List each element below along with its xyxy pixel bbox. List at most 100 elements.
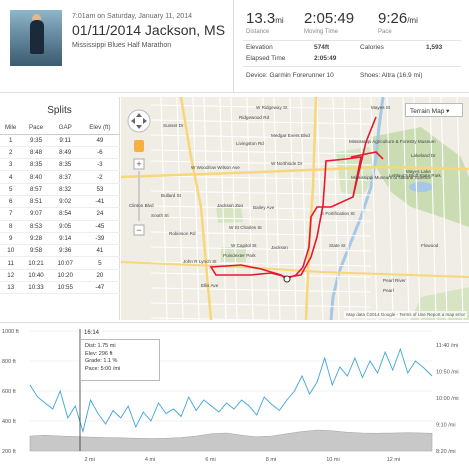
x-tick-label: 4 mi [145, 457, 155, 463]
elevation-value: 574ft [314, 44, 330, 51]
splits-cell-pace: 9:35 [21, 134, 51, 147]
start-marker-icon[interactable] [283, 275, 291, 283]
zoom-out-button[interactable] [133, 224, 145, 236]
street-line [150, 190, 372, 196]
splits-col-mile: Mile [0, 121, 22, 135]
street-line [150, 216, 372, 222]
splits-row[interactable]: 12 10:40 10:20 20 [0, 269, 120, 283]
splits-cell-mile: 3 [0, 158, 22, 172]
street-line [150, 287, 372, 293]
activity-title: 01/11/2014 Jackson, MS [72, 22, 226, 38]
tooltip-time: 16:14 [84, 330, 100, 336]
tooltip-pace: Pace: 5:00 /mi [85, 365, 121, 372]
splits-row[interactable]: 13 10:33 10:55 -47 [0, 281, 120, 295]
map-label: Sunset Dr [163, 123, 184, 128]
right-tick-label: 10:50 /mi [436, 370, 459, 376]
splits-cell-pace: 10:21 [21, 256, 51, 270]
tooltip-elevation: Elev: 296 ft [85, 350, 113, 357]
pegman-icon[interactable] [134, 140, 144, 152]
map-label: Clinton Blvd [129, 203, 154, 208]
splits-cell-elev: -41 [79, 195, 120, 209]
splits-row[interactable]: 7 9:07 8:54 24 [0, 207, 120, 221]
splits-cell-pace: 8:48 [21, 146, 51, 160]
athlete-avatar[interactable] [10, 10, 62, 66]
splits-cell-gap: 9:36 [50, 244, 80, 258]
splits-cell-mile: 2 [0, 146, 22, 160]
park-area [371, 127, 469, 227]
street-line [150, 149, 372, 155]
route-map[interactable]: + − Ridgewood Rd W Ridgeway St Mayes St Mis… [121, 97, 469, 320]
elevation-pace-chart[interactable]: 1000 ft 800 ft 600 ft 400 ft 200 ft 11:40 /m… [0, 323, 469, 470]
street-line [150, 261, 372, 267]
splits-cell-gap: 9:02 [50, 195, 80, 209]
splits-cell-gap: 8:32 [50, 183, 80, 196]
map-label: Bailey Ave [253, 205, 275, 210]
left-tick-label: 1000 ft [2, 329, 19, 335]
splits-cell-elev: 41 [79, 244, 120, 258]
street-line [150, 272, 372, 278]
splits-row[interactable]: 10 9:58 9:36 41 [0, 244, 120, 258]
splits-header-row: Mile Pace GAP Elev (ft) [0, 121, 120, 135]
highway-south [121, 261, 469, 278]
chart-tooltip: Dist: 1.75 mi Elev: 296 ft Grade: 1.1 % … [80, 339, 160, 381]
splits-row[interactable]: 11 10:21 10:07 5 [0, 256, 120, 270]
street-line [150, 317, 292, 320]
map-label: Ellis Ave [201, 283, 219, 288]
left-tick-label: 600 ft [2, 389, 16, 395]
splits-row[interactable]: 4 8:40 8:37 -2 [0, 170, 120, 184]
elevation-pace-panel: 1000 ft 800 ft 600 ft 400 ft 200 ft 11:40 /m… [0, 322, 469, 469]
splits-row[interactable]: 6 8:51 9:02 -41 [0, 195, 120, 209]
street-line [160, 97, 168, 320]
splits-cell-elev: -47 [79, 281, 120, 295]
splits-row[interactable]: 1 9:35 9:11 49 [0, 134, 120, 147]
splits-row[interactable]: 8 8:53 9:05 -45 [0, 220, 120, 233]
shoes-info[interactable]: Shoes: Altra (16.9 mi) [360, 72, 423, 79]
street-line [150, 231, 372, 237]
splits-cell-pace: 8:57 [21, 183, 51, 196]
splits-row[interactable]: 5 8:57 8:32 53 [0, 183, 120, 196]
splits-cell-mile: 4 [0, 170, 22, 184]
splits-cell-mile: 7 [0, 207, 22, 221]
map-label: Mayes Lake [406, 169, 431, 174]
map-type-select[interactable]: Terrain Map ▾ [405, 103, 463, 117]
map-label: Robinson Rd [169, 231, 196, 236]
map-label: Pearl River [383, 278, 406, 283]
stats-panel: 13.3mi Distance 2:05:49 Moving Time 9:26… [233, 0, 469, 93]
splits-row[interactable]: 3 8:35 8:35 -3 [0, 158, 120, 172]
splits-cell-pace: 8:51 [21, 195, 51, 209]
zoom-slider-track[interactable] [138, 171, 140, 221]
splits-cell-gap: 8:35 [50, 158, 80, 172]
map-copyright[interactable]: Map data ©2014 Google - Terms of Use Rep… [344, 311, 467, 318]
elapsed-time-value: 2:05:49 [314, 55, 337, 62]
moving-time-stat: 2:05:49 [304, 10, 355, 27]
splits-cell-mile: 11 [0, 256, 22, 270]
street-line [402, 97, 410, 320]
zoom-in-button[interactable] [133, 158, 145, 170]
pan-control-icon[interactable] [127, 109, 151, 133]
splits-row[interactable]: 2 8:48 8:49 -6 [0, 146, 120, 160]
splits-cell-pace: 10:33 [21, 281, 51, 295]
left-tick-label: 400 ft [2, 419, 16, 425]
splits-col-pace: Pace [21, 121, 51, 135]
splits-col-gap: GAP [50, 121, 80, 135]
street-line [370, 97, 378, 320]
route-spur-east[interactable] [350, 151, 384, 160]
street-line [150, 104, 372, 110]
left-tick-label: 800 ft [2, 359, 16, 365]
splits-row[interactable]: 9 9:28 9:14 -39 [0, 232, 120, 246]
highway-east-west [121, 165, 469, 179]
street-line [230, 97, 238, 320]
right-tick-label: 11:40 /mi [436, 343, 458, 349]
calories-label: Calories [360, 44, 384, 51]
street-line [150, 134, 372, 140]
street-line [386, 97, 394, 320]
distance-label: Distance [246, 29, 270, 35]
map-label: Medgar Evers Blvd [271, 133, 310, 138]
map-canvas[interactable]: + − Ridgewood Rd W Ridgeway St Mayes St Mis… [121, 97, 469, 320]
splits-cell-gap: 10:55 [50, 281, 80, 295]
route-spur-north[interactable] [352, 116, 377, 198]
street-line [332, 97, 340, 320]
activity-header: 7:01am on Saturday, January 11, 2014 01/… [0, 0, 469, 93]
splits-panel: Splits Mile Pace GAP Elev (ft) 1 9:35 9:11… [0, 97, 120, 320]
elapsed-time-label: Elapsed Time [246, 55, 286, 62]
